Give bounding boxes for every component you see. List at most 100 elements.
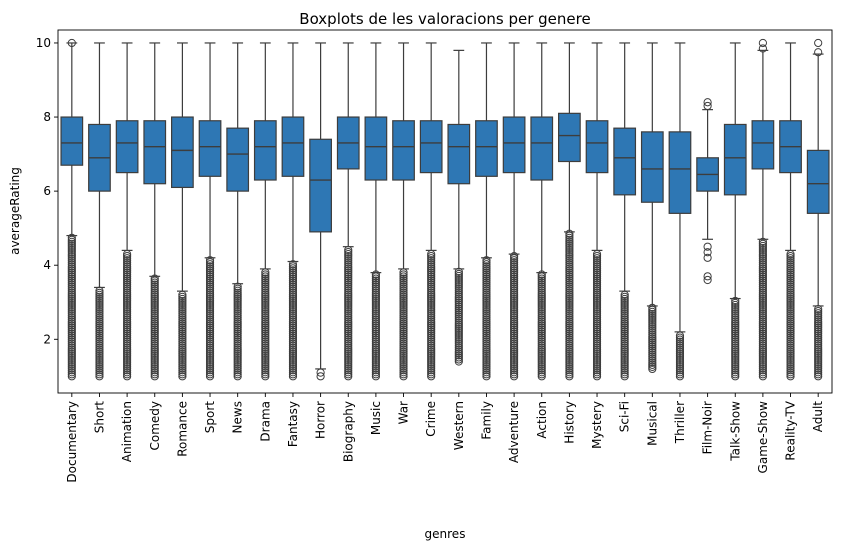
outlier-point: [786, 370, 795, 379]
outlier-point: [758, 337, 767, 346]
outlier-point: [344, 258, 353, 267]
outlier-point: [427, 272, 436, 281]
outlier-point: [537, 315, 546, 324]
outlier-point: [592, 284, 602, 293]
outlier-point: [288, 368, 298, 377]
outlier-point: [510, 307, 519, 316]
outlier-point: [537, 296, 546, 306]
outlier-point: [123, 313, 132, 322]
outlier-point: [565, 317, 574, 326]
outlier-point: [814, 349, 823, 359]
outlier-point: [482, 364, 491, 373]
outlier-point: [510, 339, 519, 348]
outlier-point: [344, 294, 353, 304]
outlier-point: [482, 315, 491, 324]
outlier-point: [344, 260, 353, 269]
outlier-point: [288, 292, 298, 301]
outlier-point: [786, 368, 795, 377]
outlier-point: [178, 309, 187, 318]
outlier-point: [703, 242, 712, 251]
outlier-point: [67, 280, 76, 289]
outlier-point: [344, 309, 353, 318]
outlier-point: [510, 343, 519, 352]
outlier-point: [95, 351, 104, 361]
outlier-point: [205, 296, 215, 306]
outlier-point: [814, 347, 823, 356]
x-tick-label: Documentary: [65, 401, 79, 483]
outlier-point: [510, 321, 519, 330]
outlier-point: [233, 368, 242, 377]
outlier-point: [371, 276, 380, 285]
outlier-point: [67, 355, 76, 365]
x-tick-label: Action: [535, 401, 549, 439]
outlier-point: [592, 372, 602, 381]
outlier-point: [758, 262, 767, 271]
outlier-point: [758, 323, 767, 332]
box-film-noir: [696, 98, 719, 285]
outlier-point: [344, 264, 353, 273]
outlier-point: [150, 357, 159, 367]
outlier-point: [67, 252, 76, 261]
outlier-point: [427, 325, 436, 334]
outlier-point: [344, 321, 353, 330]
outlier-point: [814, 38, 823, 48]
outlier-point: [427, 333, 436, 342]
outlier-point: [731, 351, 740, 361]
outlier-point: [95, 323, 104, 332]
outlier-point: [95, 355, 104, 365]
outlier-point: [482, 278, 491, 287]
outlier-point: [178, 292, 187, 301]
outlier-point: [592, 298, 602, 308]
outlier-point: [344, 372, 353, 381]
outlier-point: [510, 351, 519, 361]
outlier-point: [592, 319, 602, 328]
outlier-point: [178, 313, 187, 322]
box-iqr: [530, 116, 554, 181]
outlier-point: [454, 326, 463, 336]
outlier-point: [399, 278, 408, 287]
outlier-point: [205, 323, 215, 332]
outlier-point: [288, 364, 298, 373]
outlier-point: [178, 333, 187, 342]
outlier-point: [620, 307, 629, 316]
outlier-point: [178, 315, 187, 324]
outlier-point: [261, 331, 270, 340]
outlier-point: [123, 368, 132, 377]
outlier-point: [427, 292, 436, 301]
outlier-point: [95, 366, 104, 375]
outlier-point: [786, 276, 795, 285]
outlier-point: [427, 339, 436, 348]
outlier-point: [510, 368, 519, 377]
outlier-point: [482, 307, 491, 316]
outlier-point: [123, 274, 132, 283]
outlier-point: [399, 309, 408, 318]
outlier-point: [178, 325, 187, 334]
outlier-point: [288, 335, 298, 344]
outlier-point: [427, 313, 436, 322]
outlier-point: [592, 280, 602, 289]
outlier-point: [565, 349, 574, 359]
outlier-point: [399, 335, 408, 344]
outlier-point: [399, 370, 408, 379]
outlier-point: [537, 339, 546, 348]
outlier-point: [95, 353, 104, 363]
outlier-point: [592, 268, 602, 277]
outlier-point: [648, 324, 657, 333]
outlier-point: [482, 292, 491, 301]
outlier-point: [786, 347, 795, 356]
box-iqr: [392, 120, 415, 181]
outlier-point: [95, 339, 104, 348]
outlier-point: [482, 266, 491, 275]
outlier-point: [178, 351, 187, 361]
outlier-point: [675, 355, 685, 365]
outlier-point: [288, 319, 298, 328]
outlier-point: [565, 329, 574, 338]
outlier-point: [454, 318, 463, 327]
outlier-point: [150, 331, 159, 340]
outlier-point: [675, 345, 685, 354]
outlier-point: [592, 305, 602, 314]
outlier-point: [675, 347, 685, 356]
outlier-point: [95, 288, 104, 297]
outlier-point: [731, 372, 740, 381]
outlier-point: [178, 357, 187, 367]
